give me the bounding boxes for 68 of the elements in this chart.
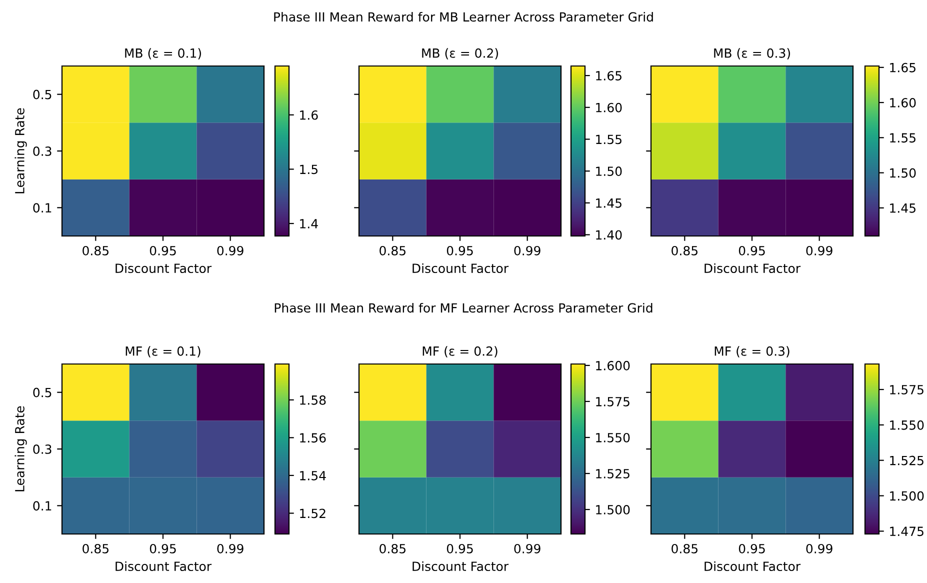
color-bar-label: 1.60 bbox=[596, 102, 622, 112]
color-bar-label: 1.55 bbox=[596, 134, 622, 144]
y-axis-title: Learning Rate bbox=[14, 406, 27, 492]
color-bar-label: 1.550 bbox=[596, 432, 630, 442]
y-tick-label: 0.5 bbox=[33, 388, 52, 398]
y-tick-label: 0.3 bbox=[33, 146, 52, 156]
color-bar-label: 1.40 bbox=[596, 230, 622, 240]
color-bar-label: 1.500 bbox=[596, 504, 630, 514]
color-bar-label: 1.5 bbox=[300, 164, 318, 174]
color-bar-label: 1.500 bbox=[890, 491, 924, 501]
x-axis-title: Discount Factor bbox=[704, 263, 801, 274]
chart-title: MF (ε = 0.1) bbox=[126, 346, 200, 358]
x-axis-title: Discount Factor bbox=[704, 561, 801, 572]
color-bar-label: 1.45 bbox=[596, 198, 622, 208]
text: Phase III Mean Reward for MF Learner Across Parameter Grid bbox=[274, 302, 652, 313]
x-tick-label: 0.95 bbox=[446, 246, 473, 256]
color-bar-label: 1.55 bbox=[890, 133, 916, 143]
x-tick-label: 0.95 bbox=[150, 246, 176, 256]
color-bar-label: 1.475 bbox=[890, 526, 924, 536]
x-tick-label: 0.85 bbox=[82, 544, 108, 554]
x-tick-label: 0.99 bbox=[514, 544, 540, 554]
chart-title: MB (ε = 0.3) bbox=[714, 48, 790, 60]
x-tick-label: 0.85 bbox=[380, 544, 406, 554]
x-tick-label: 0.99 bbox=[514, 246, 540, 256]
x-tick-label: 0.99 bbox=[217, 544, 244, 554]
x-tick-label: 0.95 bbox=[738, 544, 765, 554]
x-tick-label: 0.85 bbox=[380, 246, 406, 256]
x-tick-label: 0.85 bbox=[82, 246, 108, 256]
color-bar-label: 1.58 bbox=[300, 395, 326, 405]
x-axis-title: Discount Factor bbox=[412, 263, 509, 274]
color-bar-label: 1.45 bbox=[890, 204, 916, 213]
chart-title: MF (ε = 0.2) bbox=[422, 346, 498, 358]
x-axis-title: Discount Factor bbox=[116, 263, 212, 274]
color-bar-label: 1.600 bbox=[596, 360, 630, 370]
chart-title: MB (ε = 0.2) bbox=[422, 48, 498, 60]
x-tick-label: 0.99 bbox=[806, 544, 832, 554]
color-bar-label: 1.4 bbox=[300, 219, 318, 228]
color-bar-label: 1.56 bbox=[300, 433, 326, 443]
y-tick-label: 0.5 bbox=[33, 90, 52, 100]
color-bar-label: 1.65 bbox=[890, 62, 916, 72]
x-tick-label: 0.99 bbox=[806, 246, 832, 256]
color-bar-label: 1.60 bbox=[890, 98, 916, 108]
color-bar-label: 1.525 bbox=[596, 468, 630, 478]
color-bar-label: 1.65 bbox=[596, 71, 622, 80]
x-axis-title: Discount Factor bbox=[116, 561, 212, 572]
x-tick-label: 0.85 bbox=[672, 246, 698, 256]
color-bar-label: 1.50 bbox=[890, 168, 916, 178]
color-bar-label: 1.575 bbox=[596, 397, 630, 406]
y-tick-label: 0.3 bbox=[33, 444, 52, 454]
color-bar-label: 1.52 bbox=[300, 508, 326, 518]
color-bar-label: 1.54 bbox=[300, 471, 326, 480]
color-bar-label: 1.575 bbox=[890, 385, 924, 394]
x-tick-label: 0.99 bbox=[217, 246, 244, 256]
x-tick-label: 0.95 bbox=[446, 544, 473, 554]
chart-title: MF (ε = 0.3) bbox=[714, 346, 790, 358]
y-tick-label: 0.1 bbox=[33, 203, 52, 213]
y-axis-title: Learning Rate bbox=[14, 108, 27, 194]
text: Phase III Mean Reward for MB Learner Across Parameter Grid bbox=[274, 12, 653, 22]
y-tick-label: 0.1 bbox=[33, 501, 52, 511]
chart-title: MB (ε = 0.1) bbox=[125, 48, 201, 60]
color-bar-label: 1.50 bbox=[596, 166, 622, 176]
x-tick-label: 0.95 bbox=[150, 544, 176, 554]
color-bar-label: 1.525 bbox=[890, 456, 924, 466]
x-axis-title: Discount Factor bbox=[412, 561, 509, 572]
color-bar-label: 1.550 bbox=[890, 420, 924, 430]
x-tick-label: 0.85 bbox=[672, 544, 698, 554]
color-bar-label: 1.6 bbox=[300, 110, 318, 120]
x-tick-label: 0.95 bbox=[738, 246, 765, 256]
